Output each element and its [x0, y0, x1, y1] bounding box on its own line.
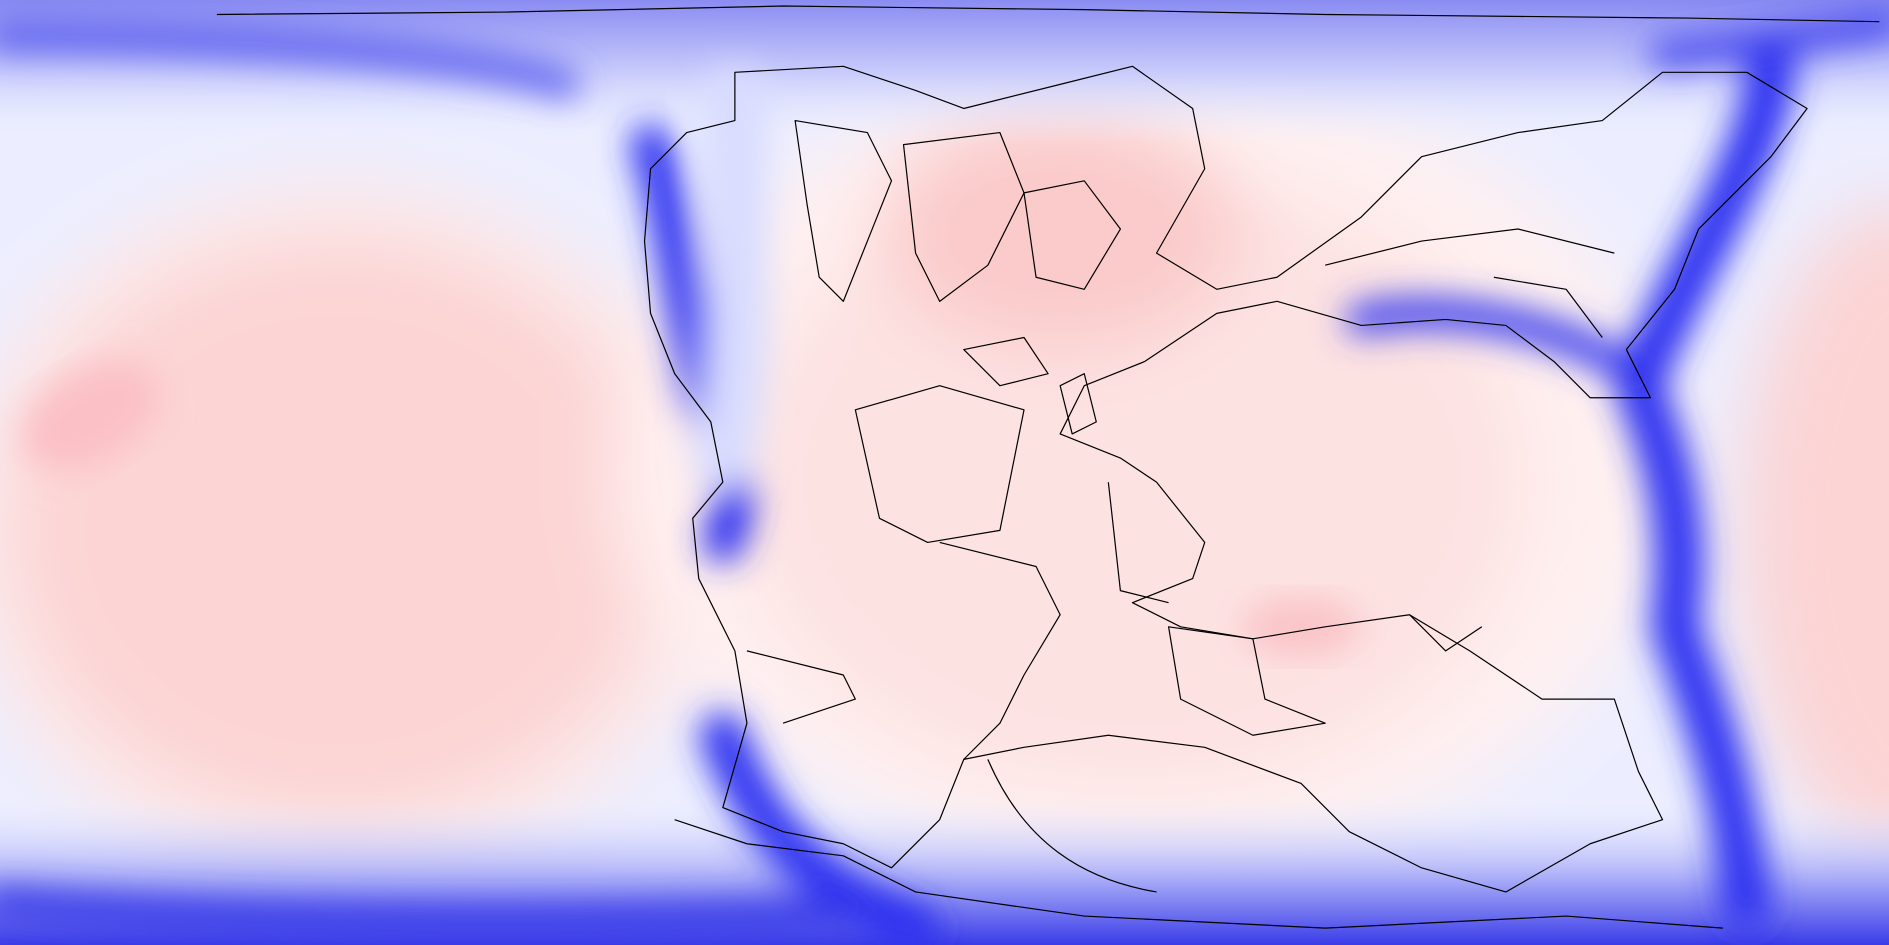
- coastline: [1167, 626, 1326, 736]
- anomaly-field: [0, 72, 1889, 880]
- warm-core: [21, 361, 159, 471]
- warm-region: [12, 241, 663, 820]
- coastline: [1059, 373, 1097, 435]
- plate-boundary: [1493, 276, 1603, 338]
- cold-band: [1345, 297, 1630, 378]
- plate-boundary: [854, 385, 1025, 544]
- plate-boundary: [1107, 482, 1169, 604]
- warm-core: [1240, 596, 1362, 657]
- cold-band: [0, 888, 859, 940]
- plate-boundary: [939, 541, 1061, 760]
- coastline: [674, 819, 1723, 929]
- cool-band: [692, 66, 769, 489]
- plate-boundary: [746, 650, 856, 724]
- polar-band: [0, 0, 1889, 145]
- cold-bands: [0, 10, 1889, 945]
- coastline: [902, 131, 1025, 302]
- coastline: [1409, 614, 1483, 652]
- cold-band: [630, 124, 754, 563]
- cold-band: [0, 22, 580, 98]
- coastlines: [216, 5, 1880, 929]
- cold-band: [1649, 10, 1889, 68]
- coastline: [216, 5, 1880, 23]
- warm-region: [1740, 205, 1889, 856]
- coastline: [643, 65, 1808, 893]
- coastline: [963, 336, 1049, 387]
- plate-boundary: [987, 759, 1157, 893]
- cold-band: [1614, 36, 1796, 929]
- cold-band: [699, 712, 939, 945]
- coastline: [794, 119, 893, 302]
- plate-boundary: [1325, 228, 1615, 266]
- coastline: [1023, 180, 1121, 290]
- warm-region: [879, 108, 1241, 350]
